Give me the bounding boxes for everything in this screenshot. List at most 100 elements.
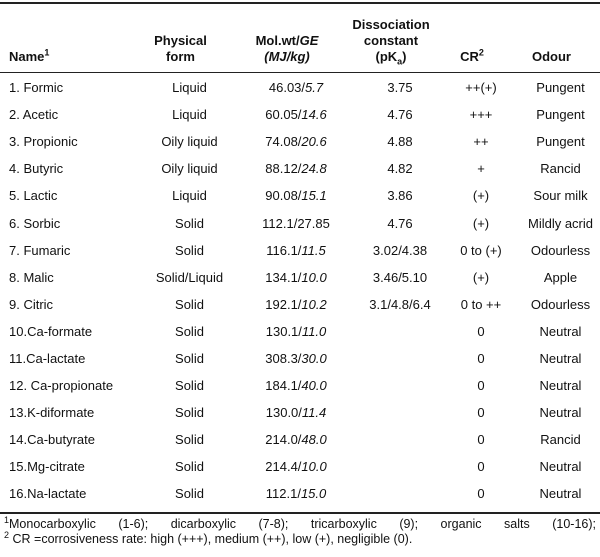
cell-odour: Neutral [539, 378, 582, 394]
cell-mol-wt: 214.4/10.0 [242, 453, 350, 480]
mol-wt-value: 192.1/ [265, 296, 302, 312]
cell-odour: Mildly acrid [527, 215, 593, 231]
table-row: 14.Ca-butyrate Solid 214.0/48.0 0 Rancid [0, 426, 600, 453]
cell-odour: Pungent [536, 134, 585, 150]
cell-name: 15.Mg-citrate [9, 459, 85, 475]
cell-mol-wt: 184.1/40.0 [242, 372, 350, 399]
table-row: 6. Sorbic Solid 112.1/27.85 4.76 (+) Mildly a… [0, 209, 600, 236]
cell-cr: 0 [477, 405, 485, 421]
cell-pka: 4.76 [387, 107, 413, 123]
cell-odour: Neutral [539, 350, 582, 366]
ge-value: 10.2 [301, 296, 327, 312]
ge-value: 24.8 [301, 161, 327, 177]
cell-mol-wt: 90.08/15.1 [242, 182, 350, 209]
cell-name: 2. Acetic [9, 107, 59, 123]
cell-pka [350, 372, 450, 399]
cell-cr: 0 [477, 378, 485, 394]
cell-cr: (+) [472, 215, 490, 231]
cell-physical-form: Solid [175, 378, 204, 394]
cell-mol-wt: 130.1/11.0 [242, 318, 350, 345]
ge-value: 30.0 [301, 350, 327, 366]
cell-odour: Pungent [536, 107, 585, 123]
header-mol-wt: Mol.wt/GE (MJ/kg) [255, 33, 319, 64]
cell-name: 5. Lactic [9, 188, 58, 204]
mol-wt-value: 90.08/ [265, 188, 302, 204]
cell-physical-form: Solid [175, 296, 204, 312]
cell-name: 3. Propionic [9, 134, 78, 150]
ge-value: 20.6 [301, 134, 327, 150]
cell-cr: (+) [472, 188, 490, 204]
table-row: 15.Mg-citrate Solid 214.4/10.0 0 Neutral [0, 453, 600, 480]
header-rule [0, 72, 600, 74]
ge-value: 14.6 [301, 107, 327, 123]
cell-pka: 3.46/5.10 [372, 269, 428, 285]
cell-physical-form: Solid [175, 432, 204, 448]
cell-cr: ++ [473, 134, 489, 150]
ge-value: 10.0 [301, 459, 327, 475]
cell-mol-wt: 112.1/15.0 [242, 480, 350, 507]
ge-value: 27.85 [297, 215, 330, 231]
cell-name: 10.Ca-formate [9, 323, 93, 339]
header-cr: CR2 [460, 47, 484, 64]
cell-odour: Neutral [539, 459, 582, 475]
ge-value: 11.0 [301, 323, 327, 339]
table-row: 8. Malic Solid/Liquid 134.1/10.0 3.46/5.10 (… [0, 264, 600, 291]
mol-wt-value: 130.1/ [265, 323, 302, 339]
cell-pka: 3.86 [387, 188, 413, 204]
cell-cr: (+) [472, 269, 490, 285]
cell-mol-wt: 192.1/10.2 [242, 291, 350, 318]
cell-mol-wt: 214.0/48.0 [242, 426, 350, 453]
ge-value: 11.4 [301, 405, 327, 421]
cell-cr: 0 [477, 432, 485, 448]
cell-cr: 0 [477, 350, 485, 366]
footnote-2: 2 CR =corrosiveness rate: high (+++), me… [4, 529, 413, 546]
header-physical-form: Physical form [154, 33, 207, 64]
ge-value: 40.0 [301, 378, 327, 394]
cell-physical-form: Solid [175, 215, 204, 231]
header-dissociation-constant: Dissociation constant (pKa) [352, 17, 430, 67]
cell-physical-form: Solid [175, 323, 204, 339]
cell-odour: Sour milk [533, 188, 588, 204]
table-row: 16.Na-lactate Solid 112.1/15.0 0 Neutral [0, 480, 600, 507]
cell-name: 13.K-diformate [9, 405, 95, 421]
cell-pka: 3.75 [387, 80, 413, 96]
ge-value: 10.0 [301, 269, 327, 285]
cell-mol-wt: 116.1/11.5 [242, 237, 350, 264]
cell-name: 6. Sorbic [9, 215, 61, 231]
cell-physical-form: Solid [175, 242, 204, 258]
cell-odour: Neutral [539, 486, 582, 502]
top-rule [0, 2, 600, 4]
table-row: 5. Lactic Liquid 90.08/15.1 3.86 (+) Sour mil… [0, 182, 600, 209]
mol-wt-value: 214.4/ [265, 459, 302, 475]
cell-pka: 4.76 [387, 215, 413, 231]
header-odour: Odour [532, 49, 571, 64]
cell-pka: 3.1/4.8/6.4 [369, 296, 431, 312]
ge-value: 11.5 [301, 242, 326, 258]
mol-wt-value: 116.1/ [266, 242, 302, 258]
cell-name: 14.Ca-butyrate [9, 432, 95, 448]
table-row: 4. Butyric Oily liquid 88.12/24.8 4.82 + Ranc… [0, 155, 600, 182]
cell-physical-form: Solid [175, 459, 204, 475]
cell-odour: Odourless [530, 242, 591, 258]
cell-odour: Rancid [540, 432, 581, 448]
cell-cr: 0 [477, 323, 485, 339]
table-body: 1. Formic Liquid 46.03/5.7 3.75 ++(+) Pungent… [0, 74, 600, 508]
cell-physical-form: Liquid [172, 80, 207, 96]
mol-wt-value: 46.03/ [268, 80, 306, 96]
cell-name: 16.Na-lactate [9, 486, 87, 502]
ge-value: 5.7 [305, 80, 324, 96]
cell-mol-wt: 60.05/14.6 [242, 101, 350, 128]
cell-cr: 0 to (+) [460, 242, 502, 258]
table-row: 3. Propionic Oily liquid 74.08/20.6 4.88 ++ P… [0, 128, 600, 155]
table-row: 10.Ca-formate Solid 130.1/11.0 0 Neutral [0, 318, 600, 345]
cell-pka [350, 453, 450, 480]
cell-name: 11.Ca-lactate [9, 350, 86, 366]
cell-physical-form: Liquid [172, 107, 207, 123]
cell-name: 4. Butyric [9, 161, 64, 177]
ge-value: 15.0 [300, 486, 327, 502]
cell-pka: 4.88 [387, 134, 413, 150]
cell-name: 8. Malic [9, 269, 54, 285]
mol-wt-value: 88.12/ [265, 161, 302, 177]
mol-wt-value: 214.0/ [265, 432, 302, 448]
cell-mol-wt: 130.0/11.4 [242, 399, 350, 426]
